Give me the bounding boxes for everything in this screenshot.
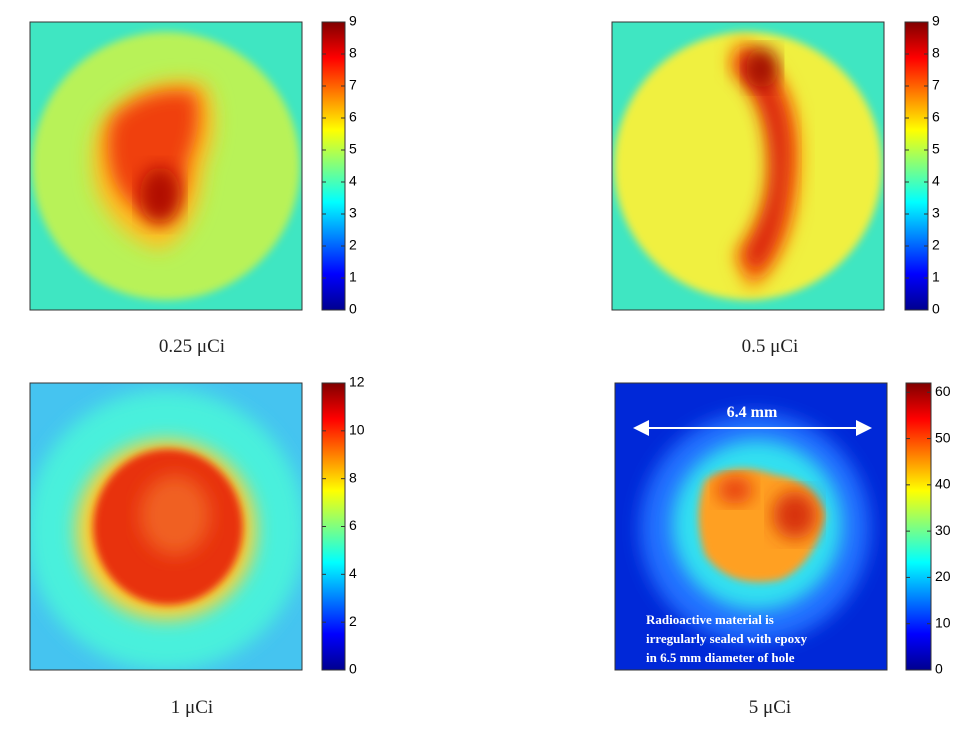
tick-label: 4 [349,173,357,189]
plot-frame [611,21,885,311]
tick-label: 6 [932,109,940,125]
tick-label: 2 [349,237,357,253]
tick-label: 0 [349,661,357,677]
tick-label: 1 [349,269,357,285]
tick-label: 60 [935,383,951,399]
tick-label: 0 [932,301,940,317]
tick-label: 20 [935,568,951,584]
tick-label: 2 [349,613,357,629]
tick-label: 5 [932,141,940,157]
plot-frame [29,21,303,311]
caption: 0.5 μCi [742,336,799,357]
tick-label: 3 [932,205,940,221]
heatmap-image [30,22,302,310]
tick-label: 9 [349,13,357,29]
tick-label: 10 [935,614,951,630]
colorbar [904,21,929,311]
tick-label: 4 [349,565,357,581]
annotation: irregularly sealed with epoxy [646,631,808,646]
tick-label: 0 [935,661,943,677]
heatmap-image [30,383,302,670]
tick-label: 8 [349,469,357,485]
tick-label: 5 [349,141,357,157]
tick-label: 7 [932,77,940,93]
tick-label: 0 [349,301,357,317]
caption: 5 μCi [749,697,791,718]
heatmap-image [612,22,884,310]
colorbar [905,382,932,671]
colorbar [321,21,346,311]
tick-label: 50 [935,429,951,445]
tick-label: 10 [349,422,365,438]
tick-label: 30 [935,522,951,538]
tick-label: 6 [349,109,357,125]
tick-label: 3 [349,205,357,221]
annotation: in 6.5 mm diameter of hole [646,650,795,665]
annotation: Radioactive material is [646,612,774,627]
tick-label: 2 [932,237,940,253]
plot-frame [614,382,888,671]
tick-label: 12 [349,374,365,390]
caption: 0.25 μCi [159,336,225,357]
caption: 1 μCi [171,697,213,718]
tick-label: 40 [935,476,951,492]
plot-frame [29,382,303,671]
annotation: 6.4 mm [727,404,778,421]
tick-label: 8 [932,45,940,61]
tick-label: 4 [932,173,940,189]
tick-label: 8 [349,45,357,61]
tick-label: 1 [932,269,940,285]
tick-label: 7 [349,77,357,93]
tick-label: 6 [349,517,357,533]
tick-label: 9 [932,13,940,29]
